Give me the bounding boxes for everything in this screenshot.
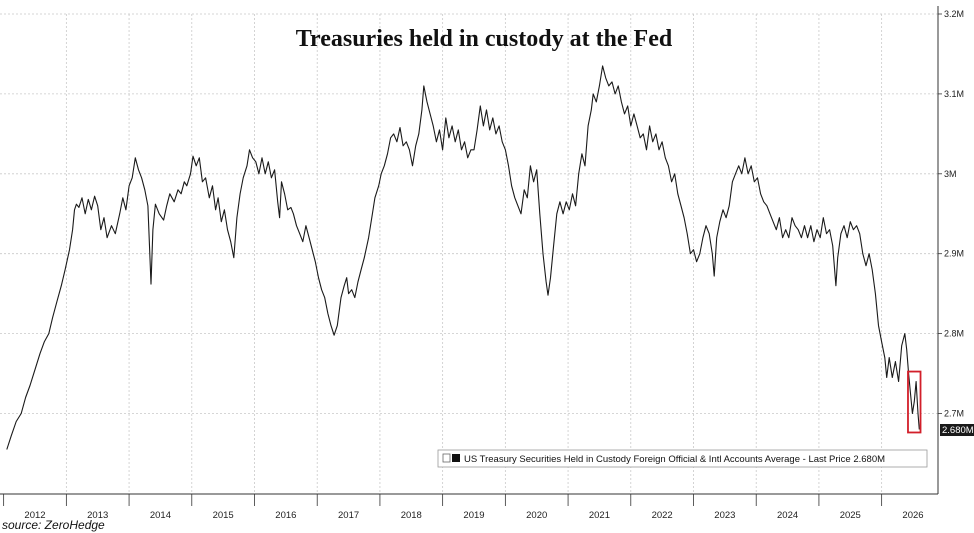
last-price-label: 2.680M xyxy=(942,425,974,436)
x-tick-label-2021: 2021 xyxy=(589,510,610,521)
axes: 3.2M 3.1M 3M 2.9M 2.8M 2.7M 2012 2013 2014 2015 20… xyxy=(0,6,964,521)
series-line-0 xyxy=(6,65,920,450)
highlight-layer xyxy=(907,370,922,434)
legend-swatch xyxy=(452,454,460,462)
x-tick-label-2016: 2016 xyxy=(275,510,296,521)
x-tick-label-2020: 2020 xyxy=(526,510,547,521)
y-tick-label-3: 2.9M xyxy=(944,249,964,259)
y-tick-label-1: 3.1M xyxy=(944,89,964,99)
gridlines xyxy=(0,13,938,494)
last-price-badge: 2.680M xyxy=(940,424,974,436)
legend-toggle-icon[interactable] xyxy=(442,453,451,463)
series-layer xyxy=(6,65,920,450)
x-tick-label-2026: 2026 xyxy=(902,510,923,521)
x-tick-label-2024: 2024 xyxy=(777,510,798,521)
x-tick-label-2015: 2015 xyxy=(213,510,234,521)
x-tick-label-2023: 2023 xyxy=(714,510,735,521)
legend-box xyxy=(437,449,928,468)
x-tick-label-2022: 2022 xyxy=(652,510,673,521)
x-tick-label-2018: 2018 xyxy=(401,510,422,521)
x-tick-label-2025: 2025 xyxy=(840,510,861,521)
y-tick-label-4: 2.8M xyxy=(944,329,964,339)
legend-entry: US Treasury Securities Held in Custody F… xyxy=(464,454,885,465)
y-tick-label-0: 3.2M xyxy=(944,9,964,19)
highlight-box xyxy=(907,370,922,434)
x-tick-label-2017: 2017 xyxy=(338,510,359,521)
x-tick-label-2013: 2013 xyxy=(87,510,108,521)
y-tick-label-2: 3M xyxy=(944,169,957,179)
source-label: source: ZeroHedge xyxy=(2,518,105,532)
y-tick-label-5: 2.7M xyxy=(944,409,964,419)
legend: US Treasury Securities Held in Custody F… xyxy=(437,449,928,468)
x-tick-label-2014: 2014 xyxy=(150,510,171,521)
last-price-box xyxy=(940,424,974,436)
chart-title: Treasuries held in custody at the Fed xyxy=(296,26,673,52)
x-tick-label-2012: 2012 xyxy=(24,510,45,521)
x-tick-label-2019: 2019 xyxy=(463,510,484,521)
